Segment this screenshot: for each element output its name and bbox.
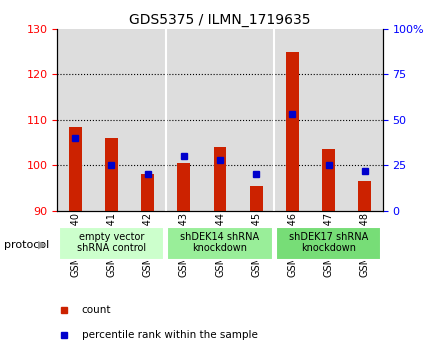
Title: GDS5375 / ILMN_1719635: GDS5375 / ILMN_1719635 [129, 13, 311, 26]
Text: ▶: ▶ [38, 240, 47, 250]
Bar [69, 127, 82, 211]
Bar [276, 227, 381, 260]
Bar [347, 29, 383, 211]
Bar [141, 174, 154, 211]
Text: protocol: protocol [4, 240, 50, 250]
Text: shDEK17 shRNA
knockdown: shDEK17 shRNA knockdown [289, 232, 368, 253]
Bar [129, 29, 166, 211]
Bar [274, 29, 311, 211]
Bar [59, 227, 164, 260]
Bar [93, 29, 129, 211]
Text: count: count [82, 305, 111, 315]
Text: percentile rank within the sample: percentile rank within the sample [82, 330, 258, 340]
Bar [166, 29, 202, 211]
Bar [105, 138, 118, 211]
Bar [57, 29, 93, 211]
Bar [238, 29, 274, 211]
Text: empty vector
shRNA control: empty vector shRNA control [77, 232, 146, 253]
Bar [286, 52, 299, 211]
Bar [167, 227, 273, 260]
Text: shDEK14 shRNA
knockdown: shDEK14 shRNA knockdown [180, 232, 260, 253]
Bar [311, 29, 347, 211]
Bar [359, 181, 371, 211]
Bar [177, 163, 190, 211]
Bar [250, 185, 263, 211]
Bar [322, 149, 335, 211]
Bar [202, 29, 238, 211]
Bar [214, 147, 226, 211]
